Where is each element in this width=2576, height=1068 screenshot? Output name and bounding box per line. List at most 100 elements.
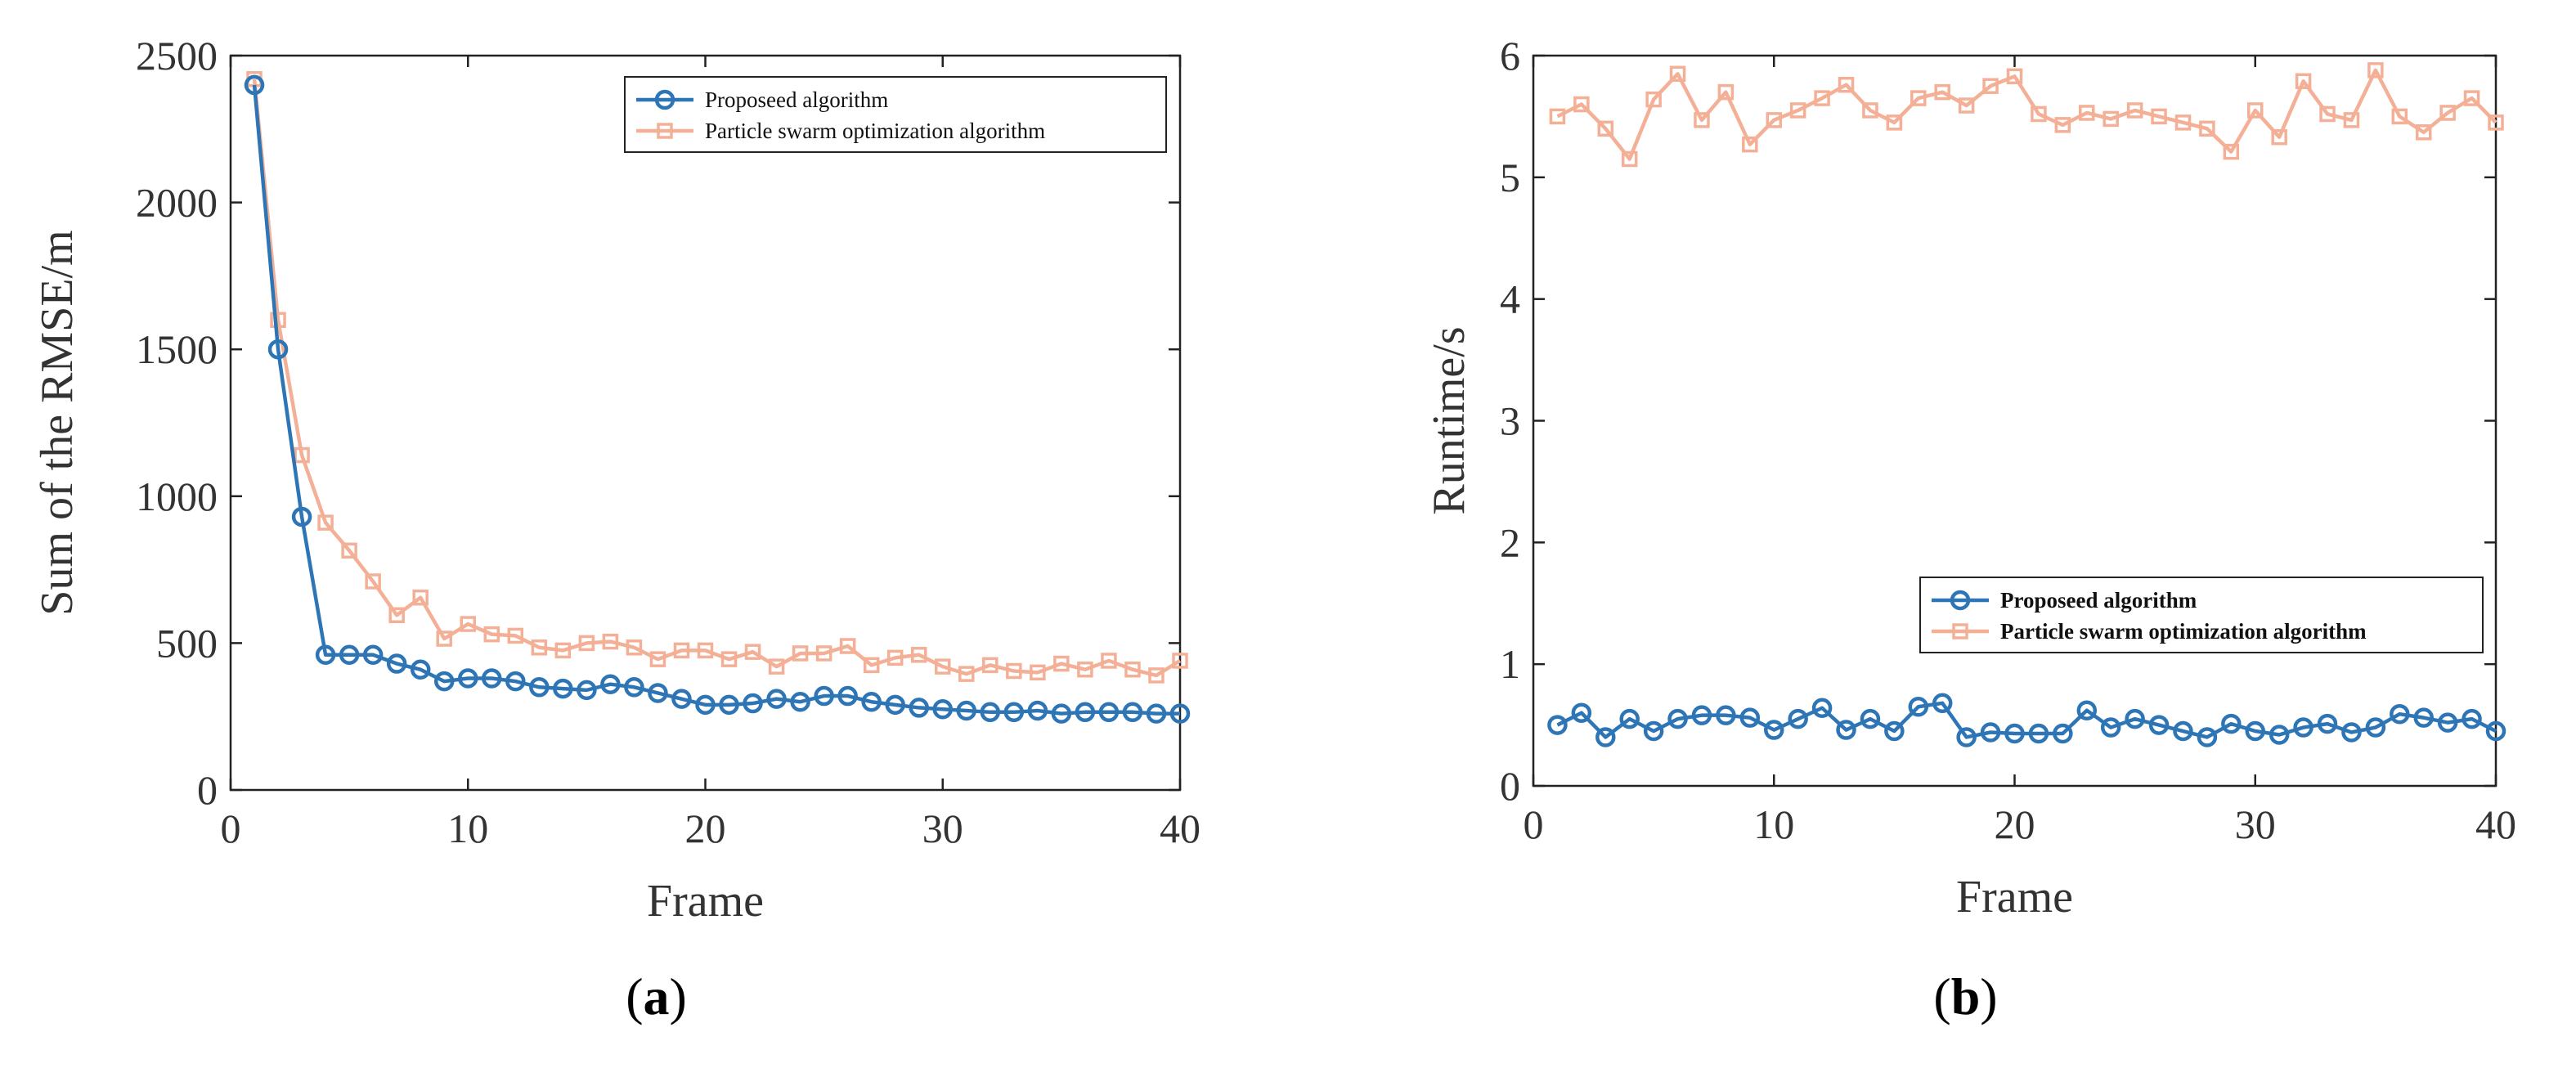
data-point <box>1860 708 1881 729</box>
data-point <box>460 616 476 632</box>
data-point <box>1571 702 1592 723</box>
data-point <box>1811 698 1833 718</box>
y-tick-label: 1000 <box>136 473 218 519</box>
data-point <box>317 514 334 531</box>
data-point <box>410 659 431 680</box>
x-axis-label: Frame <box>1956 872 2073 922</box>
data-point <box>362 644 384 666</box>
data-point <box>291 506 312 527</box>
panel-paren-open: ( <box>626 967 643 1025</box>
data-point <box>863 657 880 674</box>
data-point <box>1053 655 1070 672</box>
data-point <box>743 693 763 714</box>
data-point <box>1030 664 1046 681</box>
data-point <box>2391 108 2408 125</box>
data-point <box>2054 117 2071 133</box>
data-point <box>861 691 882 712</box>
data-point <box>1645 91 1662 108</box>
data-point <box>2343 112 2360 128</box>
data-point <box>1691 705 1712 725</box>
data-point <box>483 626 500 643</box>
data-point <box>2271 128 2287 146</box>
data-point <box>267 339 289 360</box>
data-point <box>1146 703 1167 724</box>
data-point <box>412 589 429 606</box>
data-point <box>814 685 834 707</box>
legend-label: Particle swarm optimization algorithm <box>2000 619 2367 644</box>
data-point <box>1764 720 1784 740</box>
data-point <box>2197 727 2218 747</box>
data-point <box>1597 120 1614 137</box>
x-axis-label: Frame <box>647 876 764 927</box>
data-point <box>1717 83 1735 101</box>
data-point <box>505 671 526 692</box>
data-point <box>2223 143 2240 160</box>
legend-label: Proposeed algorithm <box>705 88 888 112</box>
data-point <box>768 658 785 675</box>
data-point <box>2367 62 2384 79</box>
y-tick-label: 500 <box>156 620 218 666</box>
data-point <box>1838 76 1855 93</box>
data-point <box>2437 712 2458 733</box>
x-tick-label: 30 <box>2235 801 2276 847</box>
data-point <box>1980 722 2001 743</box>
data-point <box>673 642 690 659</box>
data-point <box>1549 108 1566 125</box>
data-point <box>671 689 692 709</box>
data-point <box>2390 703 2410 725</box>
data-point <box>1573 96 1590 113</box>
data-point <box>2221 713 2242 734</box>
data-point <box>433 671 455 692</box>
data-point <box>1836 720 1856 740</box>
data-point <box>720 651 738 667</box>
data-point <box>956 700 977 721</box>
legend-marker <box>657 123 673 139</box>
axes-box <box>1532 54 2497 788</box>
data-point <box>1148 667 1165 684</box>
data-point <box>2439 105 2456 121</box>
data-point <box>2100 717 2121 738</box>
series-line <box>1556 68 2497 161</box>
y-tick-label: 2000 <box>136 180 218 226</box>
data-point <box>932 698 953 720</box>
data-point <box>1814 90 1830 106</box>
data-point <box>602 633 619 650</box>
y-tick-label: 1 <box>1500 641 1520 687</box>
data-point <box>935 658 951 675</box>
data-point <box>2488 114 2504 131</box>
legend-box <box>1919 577 2484 653</box>
data-point <box>1098 702 1120 723</box>
y-tick-label: 0 <box>197 767 218 813</box>
data-point <box>1547 715 1568 735</box>
data-point <box>980 702 1001 723</box>
series-line <box>252 79 1182 678</box>
legend-label: Particle swarm optimization algorithm <box>705 119 1045 143</box>
data-point <box>2173 720 2193 742</box>
data-point <box>388 607 405 624</box>
data-point <box>529 677 550 698</box>
data-point <box>697 642 714 659</box>
data-point <box>315 644 336 666</box>
y-tick-label: 4 <box>1500 276 1520 322</box>
data-point <box>909 698 929 718</box>
data-point <box>1716 705 1736 725</box>
data-point <box>458 668 478 689</box>
panel-paren-close: ) <box>1980 967 1997 1025</box>
data-point <box>910 647 927 663</box>
data-point <box>1075 702 1096 723</box>
data-point <box>270 312 286 329</box>
y-tick-label: 2 <box>1500 519 1520 565</box>
data-point <box>1694 112 1710 128</box>
data-point <box>1006 662 1022 680</box>
y-axis-label: Runtime/s <box>1424 326 1474 514</box>
data-point <box>744 644 761 660</box>
data-point <box>1910 90 1927 106</box>
data-point <box>1172 653 1188 669</box>
x-tick-label: 40 <box>2475 801 2516 847</box>
data-point <box>2004 723 2025 744</box>
data-point <box>2247 102 2264 119</box>
data-point <box>885 694 905 716</box>
data-point <box>1101 653 1117 669</box>
y-tick-label: 3 <box>1500 398 1520 444</box>
